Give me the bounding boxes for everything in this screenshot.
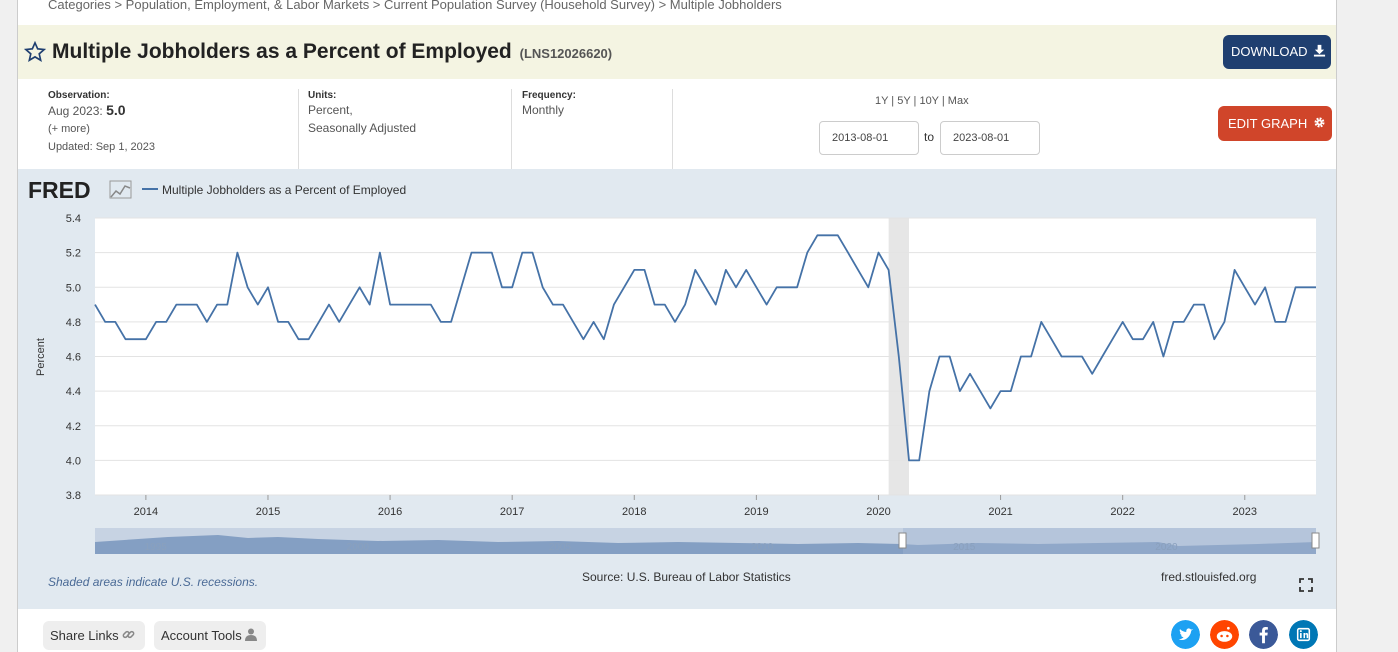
x-tick-label: 2015 [256,506,280,518]
site-link[interactable]: fred.stlouisfed.org [1161,570,1256,584]
y-tick-label: 5.0 [66,282,81,294]
x-axis: 2014 2015 2016 2017 2018 2019 2020 2021 2022 2023 [134,495,1257,518]
x-tick-label: 2018 [622,506,646,518]
account-tools-button[interactable]: Account Tools [154,621,266,650]
units-line1: Percent, [308,103,353,117]
star-icon[interactable] [24,41,46,63]
y-tick-label: 4.0 [66,455,81,467]
x-tick-label: 2022 [1110,506,1134,518]
series-id: (LNS12026620) [519,46,613,61]
observation-label: Observation: [48,90,110,101]
gridlines [95,217,1316,496]
observation-value: 5.0 [106,102,126,118]
units-line2: Seasonally Adjusted [308,121,417,135]
chart-svg: FRED Multiple Jobholders as a Percent of… [28,177,1320,592]
download-icon [1314,44,1326,57]
y-tick-label: 4.2 [66,421,81,433]
observation-date: Aug 2023: [48,104,103,118]
divider [672,89,673,169]
edit-graph-label: EDIT GRAPH [1228,116,1308,131]
facebook-icon[interactable] [1249,620,1278,649]
x-tick-label: 2016 [378,506,402,518]
title-bar: Multiple Jobholders as a Percent of Empl… [18,25,1336,79]
navigator-handle-left[interactable] [898,532,907,549]
navigator-label: 1995 [145,542,168,553]
start-date-input[interactable]: 2013-08-01 [819,121,919,155]
y-axis: 3.8 4.0 4.2 4.4 4.6 4.8 5.0 5.2 5.4 [66,213,81,502]
twitter-icon[interactable] [1171,620,1200,649]
x-tick-label: 2017 [500,506,524,518]
navigator-label: 2015 [953,542,976,553]
link-icon [122,630,135,639]
more-link[interactable]: (+ more) [48,123,90,135]
frequency-label: Frequency: [522,90,576,101]
series-title: Multiple Jobholders as a Percent of Empl… [52,40,512,63]
fullscreen-icon[interactable] [1299,578,1313,592]
to-label: to [924,130,935,144]
units-block: Units: Percent, Seasonally Adjusted [308,79,508,169]
download-label: DOWNLOAD [1231,44,1308,59]
legend-label: Multiple Jobholders as a Percent of Empl… [162,183,406,197]
download-button[interactable]: DOWNLOAD [1223,35,1331,69]
linkedin-icon[interactable] [1289,620,1318,649]
page-title: Multiple Jobholders as a Percent of Empl… [52,40,612,64]
navigator[interactable]: 1995 2000 2005 2010 2015 2020 [95,528,1320,554]
x-tick-label: 2019 [744,506,768,518]
reddit-icon[interactable] [1210,620,1239,649]
y-tick-label: 5.4 [66,213,81,225]
y-tick-label: 4.8 [66,317,81,329]
y-tick-label: 5.2 [66,248,81,260]
user-icon [245,628,258,641]
frequency-block: Frequency: Monthly [522,79,672,169]
x-tick-label: 2023 [1233,506,1257,518]
navigator-label: 2020 [1155,542,1178,553]
frequency-value: Monthly [522,103,565,117]
navigator-series [95,535,1316,554]
edit-graph-button[interactable]: EDIT GRAPH [1218,106,1332,141]
observation-block: Observation: Aug 2023: 5.0 (+ more) Upda… [48,79,298,169]
navigator-label: 2005 [549,542,572,553]
account-tools-label: Account Tools [161,628,242,643]
recession-note: Shaded areas indicate U.S. recessions. [48,575,258,589]
series-group [94,234,1316,462]
share-links-button[interactable]: Share Links [43,621,145,650]
navigator-selection[interactable] [903,528,1316,554]
gear-icon [1314,117,1325,128]
x-tick-label: 2020 [866,506,890,518]
range-options[interactable]: 1Y | 5Y | 10Y | Max [875,95,969,107]
x-tick-label: 2014 [134,506,158,518]
navigator-label: 2010 [751,542,774,553]
y-tick-label: 4.6 [66,352,81,364]
updated-text: Updated: Sep 1, 2023 [48,141,156,153]
x-tick-label: 2021 [988,506,1012,518]
units-label: Units: [308,90,337,101]
navigator-label: 2000 [347,542,370,553]
y-tick-label: 3.8 [66,490,81,502]
breadcrumb[interactable]: Categories > Population, Employment, & L… [48,0,782,12]
footer-bar: Share Links Account Tools [18,609,1336,652]
series-line [94,234,1316,462]
navigator-labels: 1995 2000 2005 2010 2015 2020 [145,542,1178,553]
y-axis-label: Percent [35,338,47,376]
navigator-handle-right[interactable] [1311,532,1320,549]
fred-brand: FRED [28,177,91,203]
source-text: Source: U.S. Bureau of Labor Statistics [582,570,791,584]
end-date-input[interactable]: 2023-08-01 [940,121,1040,155]
page-frame: Categories > Population, Employment, & L… [17,0,1337,652]
divider [511,89,512,169]
divider [298,89,299,169]
share-links-label: Share Links [50,628,119,643]
fred-logo[interactable]: FRED [28,177,132,203]
chart-area: FRED Multiple Jobholders as a Percent of… [18,169,1336,609]
y-tick-label: 4.4 [66,386,81,398]
